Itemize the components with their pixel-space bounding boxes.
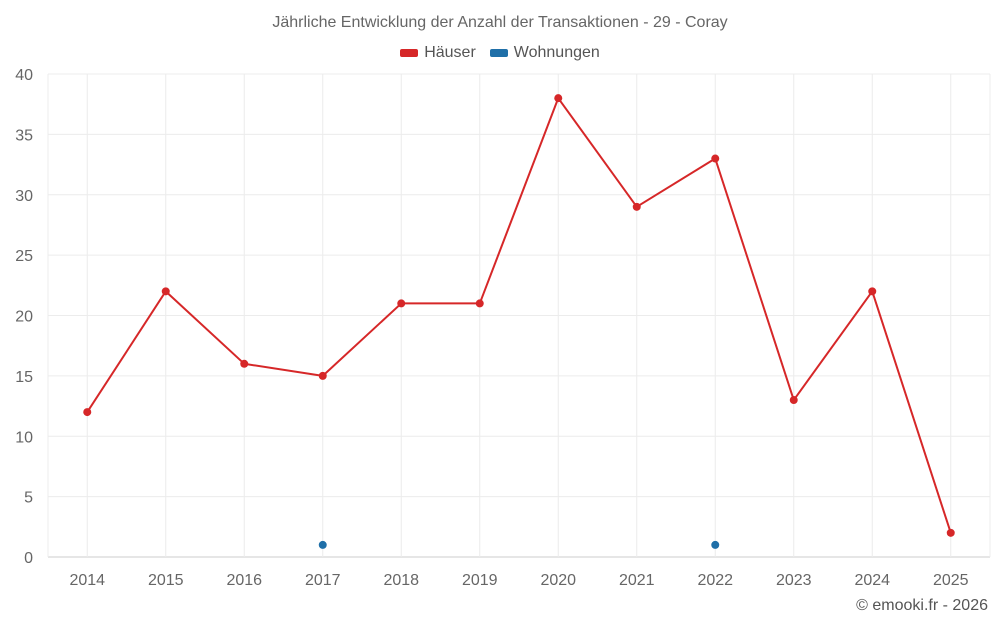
- legend-item-haeuser[interactable]: Häuser: [400, 44, 476, 62]
- x-tick-label: 2014: [69, 572, 105, 589]
- data-point: [946, 528, 955, 537]
- x-tick-label: 2025: [933, 572, 969, 589]
- x-tick-label: 2017: [305, 572, 341, 589]
- data-point: [711, 154, 720, 163]
- y-tick-label: 0: [24, 550, 33, 567]
- series-line-segment: [86, 290, 167, 413]
- series-line-segment: [792, 290, 874, 401]
- y-tick-label: 30: [15, 188, 33, 205]
- series-line-segment: [871, 291, 952, 534]
- x-tick-label: 2023: [776, 572, 812, 589]
- x-tick-label: 2020: [540, 572, 576, 589]
- series-line-segment: [244, 362, 323, 377]
- x-tick-label: 2021: [619, 572, 655, 589]
- y-tick-label: 35: [15, 127, 33, 144]
- data-point: [632, 202, 641, 211]
- legend-swatch-wohnungen: [489, 49, 508, 57]
- data-point: [83, 408, 92, 417]
- x-tick-label: 2019: [462, 572, 498, 589]
- data-point: [240, 359, 249, 368]
- y-tick-label: 20: [15, 309, 33, 326]
- data-point: [789, 396, 798, 405]
- x-tick-label: 2015: [148, 572, 184, 589]
- x-tick-label: 2016: [226, 572, 262, 589]
- x-tick-label: 2022: [697, 572, 733, 589]
- credit-text: © emooki.fr - 2026: [856, 597, 988, 614]
- y-tick-label: 15: [15, 369, 33, 386]
- legend-label-wohnungen: Wohnungen: [513, 44, 600, 61]
- x-tick-label: 2018: [383, 572, 419, 589]
- x-tick-label: 2024: [854, 572, 890, 589]
- data-point: [318, 540, 327, 549]
- legend: Häuser Wohnungen: [0, 44, 1000, 62]
- data-point: [161, 287, 170, 296]
- data-point: [397, 299, 406, 308]
- y-tick-label: 10: [15, 429, 33, 446]
- data-point: [554, 94, 563, 103]
- y-tick-label: 5: [24, 490, 33, 507]
- series-line-segment: [714, 158, 795, 401]
- series-line-segment: [165, 290, 245, 365]
- data-point: [868, 287, 877, 296]
- data-point: [711, 540, 720, 549]
- legend-label-haeuser: Häuser: [424, 44, 476, 61]
- y-tick-label: 25: [15, 248, 33, 265]
- series-line-segment: [478, 97, 560, 304]
- y-tick-label: 40: [15, 67, 33, 84]
- series-line-segment: [322, 302, 402, 377]
- series-line-segment: [557, 97, 638, 208]
- series-line-segment: [636, 157, 716, 208]
- data-point: [318, 371, 327, 380]
- legend-swatch-haeuser: [400, 49, 419, 57]
- chart-title: Jährliche Entwicklung der Anzahl der Tra…: [272, 14, 728, 31]
- legend-item-wohnungen[interactable]: Wohnungen: [489, 44, 600, 62]
- data-point: [475, 299, 484, 308]
